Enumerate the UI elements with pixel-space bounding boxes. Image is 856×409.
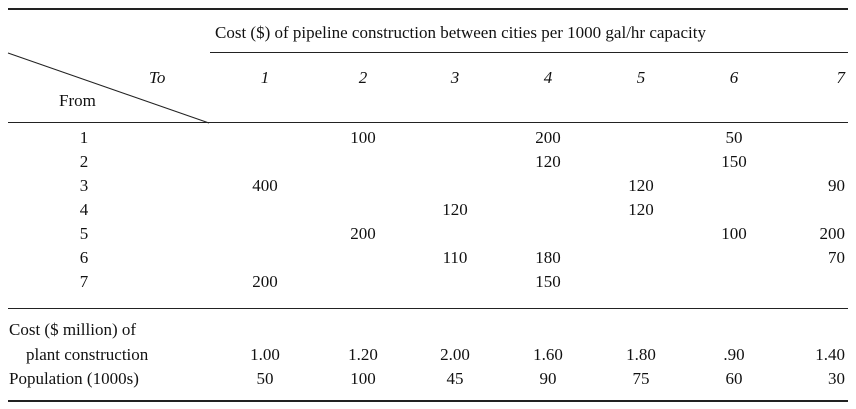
table-cell: 120	[535, 152, 561, 171]
table-cell: 200	[350, 224, 376, 243]
section-rule	[8, 308, 848, 309]
bottom-rule	[8, 400, 848, 402]
plant-cost-value: 2.00	[440, 345, 470, 364]
row-label: 4	[79, 200, 89, 219]
table-cell: 200	[819, 224, 846, 243]
table-cell: 50	[725, 128, 743, 147]
population-value: 50	[256, 369, 274, 388]
plant-cost-label-line1: Cost ($ million) of	[9, 320, 137, 339]
population-value: 100	[350, 369, 376, 388]
table-cell: 180	[535, 248, 561, 267]
title-rule	[210, 52, 848, 53]
row-label: 3	[79, 176, 89, 195]
corner-from-label: From	[59, 91, 96, 110]
table-cell: 100	[350, 128, 376, 147]
row-label: 2	[79, 152, 89, 171]
header-rule	[8, 122, 848, 123]
table-cell: 100	[721, 224, 747, 243]
table-cell: 200	[252, 272, 278, 291]
row-label: 1	[79, 128, 89, 147]
column-header: 1	[260, 68, 270, 87]
column-header: 5	[636, 68, 646, 87]
table-cell: 200	[535, 128, 561, 147]
population-value: 30	[828, 369, 845, 388]
table-cell: 120	[442, 200, 468, 219]
table-cell: 150	[535, 272, 561, 291]
plant-cost-label-line2: plant construction	[26, 345, 149, 364]
column-header: 7	[836, 68, 846, 87]
population-value: 75	[632, 369, 650, 388]
table-title: Cost ($) of pipeline construction betwee…	[215, 23, 706, 42]
column-header: 4	[543, 68, 553, 87]
table-cell: 70	[828, 248, 845, 267]
population-value: 60	[725, 369, 743, 388]
plant-cost-value: 1.20	[348, 345, 378, 364]
plant-cost-value: 1.00	[250, 345, 280, 364]
population-value: 90	[539, 369, 557, 388]
plant-cost-value: 1.60	[533, 345, 563, 364]
row-label: 5	[79, 224, 89, 243]
top-rule	[8, 8, 848, 10]
row-label: 7	[79, 272, 89, 291]
row-label: 6	[79, 248, 89, 267]
column-header: 2	[358, 68, 368, 87]
table-cell: 90	[828, 176, 845, 195]
plant-cost-value: 1.80	[626, 345, 656, 364]
plant-cost-value: .90	[723, 345, 745, 364]
column-header: 3	[450, 68, 460, 87]
table-cell: 400	[252, 176, 278, 195]
table-cell: 120	[628, 176, 654, 195]
population-value: 45	[446, 369, 464, 388]
table-cell: 110	[442, 248, 468, 267]
column-header: 6	[729, 68, 739, 87]
population-label: Population (1000s)	[9, 369, 139, 388]
table-cell: 150	[721, 152, 747, 171]
corner-to-label: To	[149, 68, 166, 87]
table-cell: 120	[628, 200, 654, 219]
plant-cost-value: 1.40	[815, 345, 845, 364]
